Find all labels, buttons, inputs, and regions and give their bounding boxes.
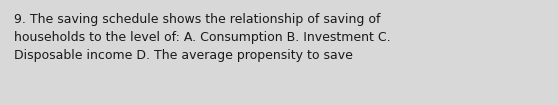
Text: 9. The saving schedule shows the relationship of saving of
households to the lev: 9. The saving schedule shows the relatio…	[14, 13, 391, 62]
